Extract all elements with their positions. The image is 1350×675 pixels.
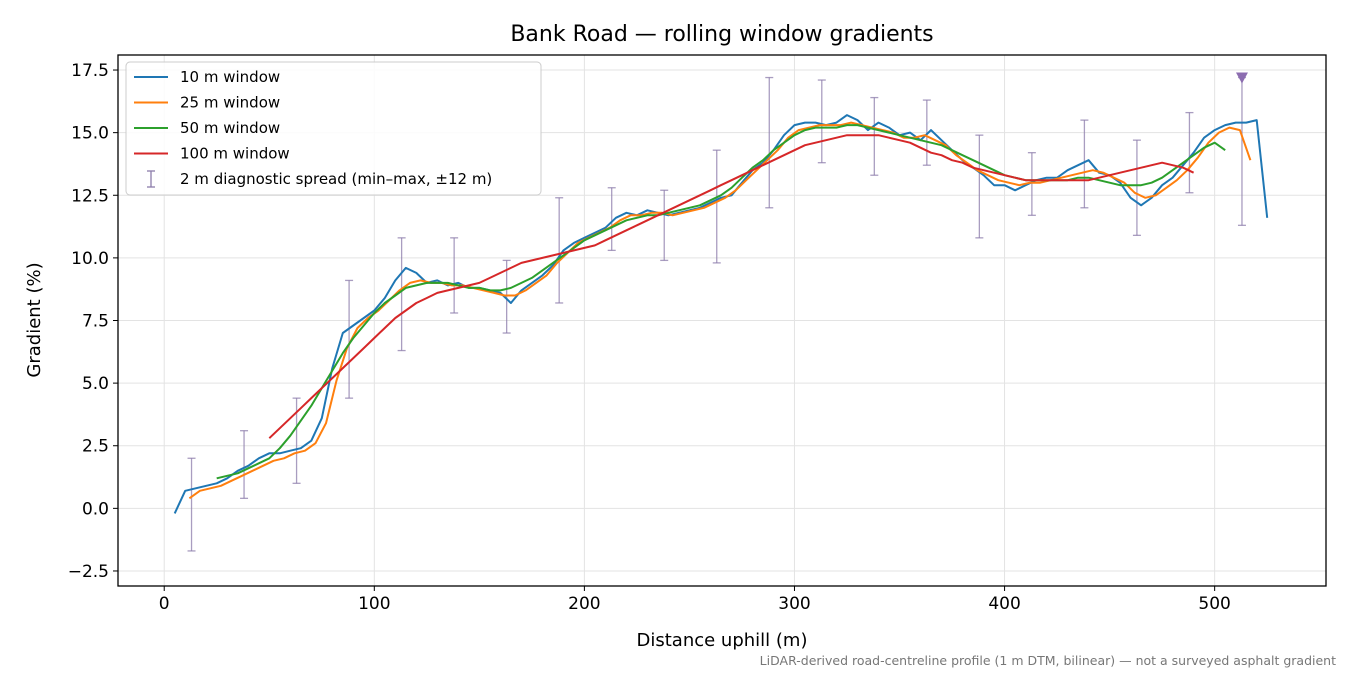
errorbar: [240, 430, 249, 499]
errorbar: [187, 457, 196, 552]
x-axis-label: Distance uphill (m): [637, 630, 808, 651]
errorbar: [712, 149, 721, 264]
plot-area: [173, 72, 1269, 552]
errorbar: [1132, 139, 1141, 236]
errorbar: [1185, 111, 1194, 194]
errorbar: [817, 79, 826, 164]
errorbar: [397, 237, 406, 352]
legend: 10 m window 25 m window 50 m window 100 m w…: [125, 61, 542, 196]
x-tick-label: 100: [358, 594, 390, 614]
legend-label: 100 m window: [180, 145, 290, 163]
errorbar: [765, 76, 774, 209]
series-line-1: [173, 114, 1269, 514]
series-line-4: [268, 134, 1195, 439]
x-tick-label: 500: [1198, 594, 1230, 614]
legend-item: 25 m window: [134, 94, 280, 112]
x-tick-label: 300: [778, 594, 810, 614]
y-tick-label: 5.0: [82, 374, 109, 394]
legend-label: 25 m window: [180, 94, 280, 112]
legend-label: 2 m diagnostic spread (min–max, ±12 m): [180, 170, 492, 188]
errorbar: [1027, 152, 1036, 216]
x-tick-label: 200: [568, 594, 600, 614]
footnote: LiDAR-derived road-centreline profile (1…: [760, 653, 1336, 668]
errorbar: [870, 96, 879, 176]
legend-item: 50 m window: [134, 119, 280, 137]
legend-label: 50 m window: [180, 119, 280, 137]
legend-item: 10 m window: [134, 68, 280, 86]
grid: [118, 55, 1326, 586]
peak-marker: [1235, 72, 1248, 84]
y-tick-label: 10.0: [71, 249, 109, 269]
y-tick-label: 0.0: [82, 499, 109, 519]
errorbar: [555, 197, 564, 304]
x-tick-label: 400: [988, 594, 1020, 614]
y-axis-label: Gradient (%): [24, 262, 45, 377]
errorbar: [1080, 119, 1089, 209]
series-line-2: [188, 121, 1252, 500]
legend-item: 2 m diagnostic spread (min–max, ±12 m): [147, 170, 492, 188]
y-tick-label: 2.5: [82, 437, 109, 457]
legend-box: [125, 61, 542, 196]
y-tick-label: −2.5: [68, 562, 109, 582]
errorbar: [975, 134, 984, 239]
axis-ticks: 0 100 200 300 400 500 −2.5 0.0 2.5 5.0 7.5 10.0 12.5…: [68, 61, 1231, 614]
legend-label: 10 m window: [180, 68, 280, 86]
y-tick-label: 17.5: [71, 61, 109, 81]
errorbar: [450, 237, 459, 314]
errorbar: [345, 279, 354, 399]
errorbar: [502, 259, 511, 334]
errorbar: [607, 187, 616, 252]
y-tick-label: 12.5: [71, 186, 109, 206]
x-tick-label: 0: [159, 594, 170, 614]
y-tick-label: 15.0: [71, 124, 109, 144]
y-tick-label: 7.5: [82, 312, 109, 332]
chart-title: Bank Road — rolling window gradients: [510, 22, 933, 47]
errorbar: [660, 189, 669, 262]
errorbar: [922, 99, 931, 166]
legend-item: 100 m window: [134, 145, 290, 163]
